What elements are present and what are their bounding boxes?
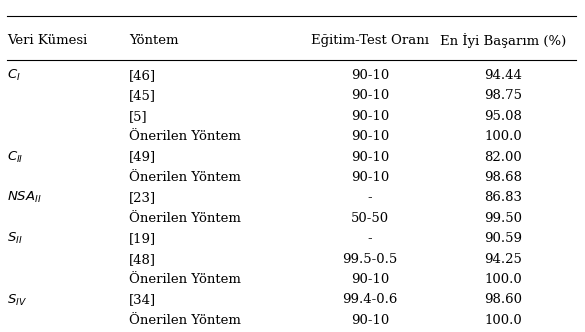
Text: Önerilen Yöntem: Önerilen Yöntem [129,273,241,286]
Text: 98.75: 98.75 [484,89,522,102]
Text: 50-50: 50-50 [351,212,389,225]
Text: En İyi Başarım (%): En İyi Başarım (%) [441,34,566,48]
Text: [48]: [48] [129,253,156,266]
Text: 99.4-0.6: 99.4-0.6 [342,293,398,306]
Text: 94.44: 94.44 [484,69,522,82]
Text: $C_{II}$: $C_{II}$ [7,149,23,165]
Text: 90.59: 90.59 [484,232,522,245]
Text: 90-10: 90-10 [351,130,389,143]
Text: Eğitim-Test Oranı: Eğitim-Test Oranı [311,35,429,47]
Text: -: - [367,232,372,245]
Text: [19]: [19] [129,232,156,245]
Text: Önerilen Yöntem: Önerilen Yöntem [129,314,241,327]
Text: $NSA_{II}$: $NSA_{II}$ [7,190,42,206]
Text: 90-10: 90-10 [351,89,389,102]
Text: Veri Kümesi: Veri Kümesi [7,35,87,47]
Text: 86.83: 86.83 [484,192,522,205]
Text: 99.50: 99.50 [484,212,522,225]
Text: $S_{II}$: $S_{II}$ [7,231,23,246]
Text: 100.0: 100.0 [484,314,522,327]
Text: Önerilen Yöntem: Önerilen Yöntem [129,171,241,184]
Text: Önerilen Yöntem: Önerilen Yöntem [129,130,241,143]
Text: [5]: [5] [129,110,147,123]
Text: [34]: [34] [129,293,156,306]
Text: $S_{IV}$: $S_{IV}$ [7,292,27,307]
Text: 90-10: 90-10 [351,171,389,184]
Text: -: - [367,192,372,205]
Text: [23]: [23] [129,192,156,205]
Text: Önerilen Yöntem: Önerilen Yöntem [129,212,241,225]
Text: 100.0: 100.0 [484,273,522,286]
Text: 98.60: 98.60 [484,293,522,306]
Text: [46]: [46] [129,69,156,82]
Text: $C_I$: $C_I$ [7,68,21,83]
Text: 95.08: 95.08 [484,110,522,123]
Text: 90-10: 90-10 [351,69,389,82]
Text: 100.0: 100.0 [484,130,522,143]
Text: 90-10: 90-10 [351,151,389,164]
Text: 98.68: 98.68 [484,171,522,184]
Text: 90-10: 90-10 [351,110,389,123]
Text: [49]: [49] [129,151,156,164]
Text: [45]: [45] [129,89,156,102]
Text: 90-10: 90-10 [351,314,389,327]
Text: 99.5-0.5: 99.5-0.5 [342,253,397,266]
Text: Yöntem: Yöntem [129,35,178,47]
Text: 90-10: 90-10 [351,273,389,286]
Text: 94.25: 94.25 [484,253,522,266]
Text: 82.00: 82.00 [484,151,522,164]
